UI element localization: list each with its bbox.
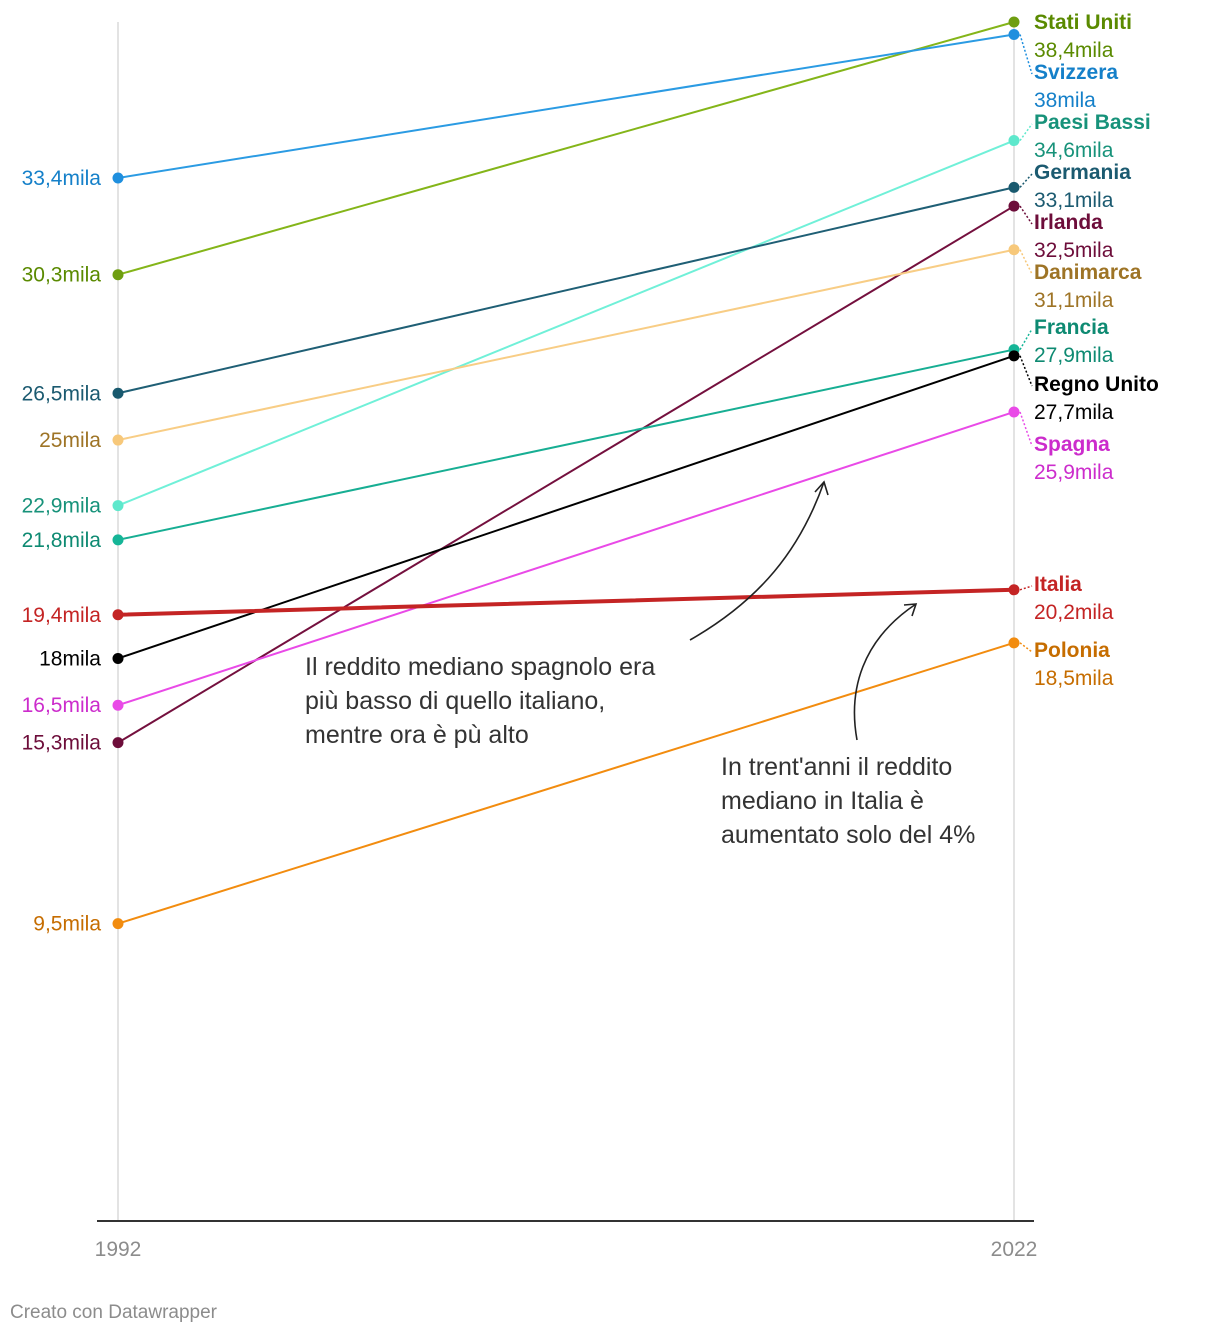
leader-germania [1019,173,1033,188]
point-2022-danimarca [1008,244,1020,256]
start-label-spagna: 16,5mila [22,694,102,717]
series-line-danimarca [117,248,1015,442]
end-label-danimarca: 31,1mila [1034,289,1114,312]
annotation-spagna-line: mentre ora è pù alto [305,721,529,749]
series-name-label-italia: Italia [1034,573,1082,596]
start-label-italia: 19,4mila [22,604,102,627]
annotation-italia-line: mediano in Italia è [721,787,924,815]
end-label-spagna: 25,9mila [1034,461,1114,484]
start-label-irlanda: 15,3mila [22,732,102,755]
end-label-germania: 33,1mila [1034,189,1114,212]
point-1992-paesi-bassi [112,500,124,512]
series-line-spagna [117,410,1015,707]
leader-regno-unito [1019,355,1033,387]
point-2022-paesi-bassi [1008,135,1020,147]
label-layer: 30,3mila Stati Uniti 38,4mila 33,4mila Svizz… [22,11,1159,936]
point-1992-spagna [112,699,124,711]
series-name-label-irlanda: Irlanda [1034,211,1103,234]
point-2022-svizzera [1008,28,1020,40]
start-label-stati-uniti: 30,3mila [22,264,102,287]
series-name-label-germania: Germania [1034,161,1131,184]
point-1992-germania [112,387,124,399]
leader-irlanda [1019,205,1033,225]
annotation-spagna-line: più basso di quello italiano, [305,687,605,715]
leader-spagna [1019,411,1033,447]
point-2022-germania [1008,181,1020,193]
point-1992-polonia [112,918,124,930]
x-tick-label-1992: 1992 [95,1238,142,1261]
leader-svizzera [1019,34,1033,75]
end-label-svizzera: 38mila [1034,89,1096,112]
point-1992-svizzera [112,172,124,184]
annotation-italia: In trent'anni il reddito mediano in Itali… [721,753,975,849]
series-line-italia [116,587,1016,617]
end-label-italia: 20,2mila [1034,601,1114,624]
point-1992-danimarca [112,434,124,446]
series-name-label-stati-uniti: Stati Uniti [1034,11,1132,34]
start-label-paesi-bassi: 22,9mila [22,495,102,518]
start-label-germania: 26,5mila [22,382,102,405]
series-name-label-paesi-bassi: Paesi Bassi [1034,111,1151,134]
point-1992-stati-uniti [112,269,124,281]
series-line-paesi-bassi [117,139,1015,507]
point-2022-irlanda [1008,200,1020,212]
start-label-svizzera: 33,4mila [22,167,102,190]
start-label-regno-unito: 18mila [39,647,101,670]
series-line-stati-uniti [117,21,1015,276]
point-2022-stati-uniti [1008,16,1020,28]
series-name-label-francia: Francia [1034,316,1109,339]
point-1992-italia [112,609,124,621]
arrow-italia [853,603,917,741]
end-label-irlanda: 32,5mila [1034,239,1114,262]
series-name-label-svizzera: Svizzera [1034,61,1118,84]
point-1992-regno-unito [112,652,124,664]
credit: Creato con Datawrapper [10,1302,217,1323]
start-label-danimarca: 25mila [39,429,101,452]
arrow-head-spagna [814,480,829,496]
end-label-stati-uniti: 38,4mila [1034,39,1114,62]
start-label-polonia: 9,5mila [33,913,101,936]
series-line-regno-unito [117,354,1015,660]
annotation-italia-line: aumentato solo del 4% [721,821,975,849]
series-line-polonia [117,641,1015,925]
annotation-layer: Il reddito mediano spagnolo era più basso… [305,480,975,849]
end-label-regno-unito: 27,7mila [1034,401,1114,424]
leader-italia [1019,585,1033,591]
series-name-label-danimarca: Danimarca [1034,261,1142,284]
leader-francia [1019,328,1033,350]
leader-paesi-bassi [1019,123,1033,141]
start-label-francia: 21,8mila [22,529,102,552]
point-2022-italia [1008,584,1020,596]
leader-danimarca [1019,249,1033,275]
annotation-spagna-line: Il reddito mediano spagnolo era [305,653,655,681]
series-line-svizzera [117,33,1015,179]
series-name-label-spagna: Spagna [1034,433,1110,456]
point-1992-francia [112,534,124,546]
series-line-francia [117,348,1015,541]
series-name-label-polonia: Polonia [1034,639,1110,662]
point-2022-polonia [1008,637,1020,649]
annotation-italia-line: In trent'anni il reddito [721,753,952,781]
series-line-irlanda [117,205,1015,744]
point-2022-spagna [1008,406,1020,418]
point-2022-regno-unito [1008,350,1020,362]
end-label-paesi-bassi: 34,6mila [1034,139,1114,162]
x-tick-label-2022: 2022 [991,1238,1038,1261]
annotation-spagna: Il reddito mediano spagnolo era più basso… [305,653,655,749]
series-line-germania [117,186,1015,395]
arrow-spagna [689,481,825,641]
end-label-polonia: 18,5mila [1034,667,1114,690]
end-label-francia: 27,9mila [1034,344,1114,367]
leader-polonia [1019,642,1033,653]
series-layer [112,16,1020,930]
series-name-label-regno-unito: Regno Unito [1034,373,1159,396]
arrow-head-italia [903,603,918,617]
point-1992-irlanda [112,737,124,749]
